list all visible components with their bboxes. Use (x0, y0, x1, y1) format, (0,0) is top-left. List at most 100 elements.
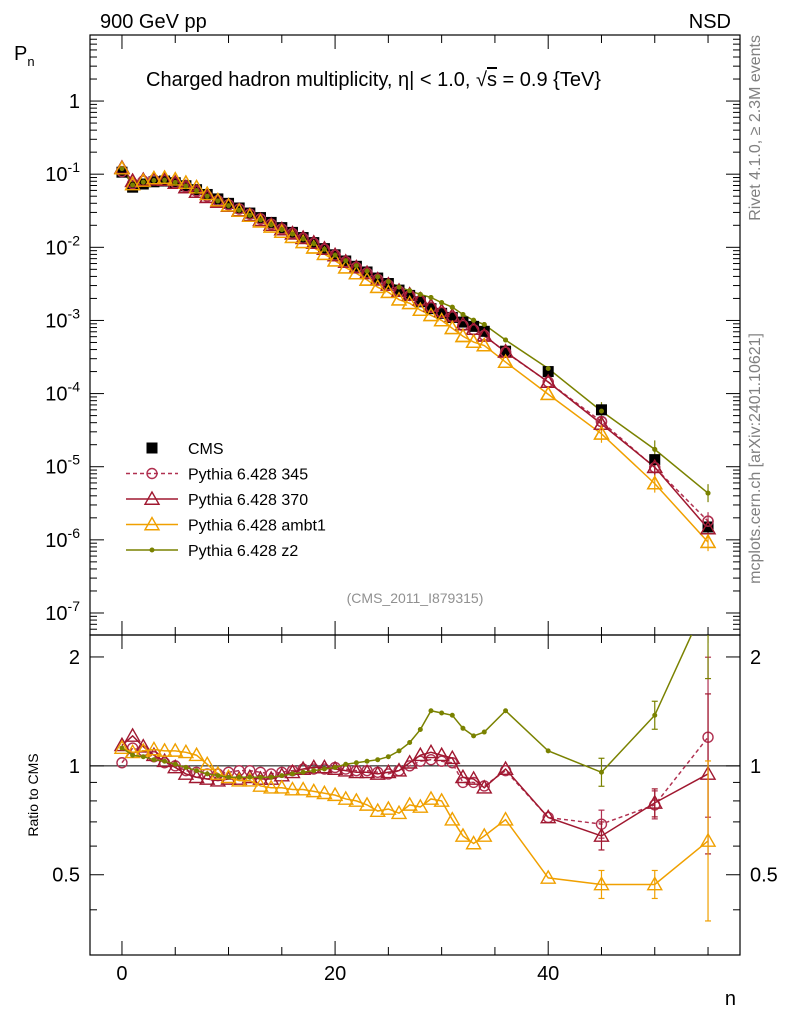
y-tick-label: 10-1 (45, 159, 80, 186)
data-point (215, 773, 221, 779)
data-point (449, 304, 455, 310)
data-point (369, 278, 386, 294)
data-point (252, 777, 269, 792)
data-point (481, 729, 487, 735)
series-3-ratio (119, 597, 712, 787)
legend-entry: CMS (146, 441, 224, 458)
data-point (539, 869, 557, 884)
legend-entry: Pythia 6.428 345 (126, 467, 308, 484)
data-point (220, 197, 237, 212)
axes-layer: 0 20 40 10-7 10-6 10-5 10-4 10-3 10-2 10-1 1 0.5 0.5… (45, 34, 778, 985)
data-point (364, 268, 370, 274)
data-point (433, 312, 450, 327)
data-point (146, 442, 158, 454)
data-point (130, 182, 136, 188)
analysis-reference: (CMS_2011_I879315) (347, 590, 484, 606)
data-point (119, 745, 125, 751)
data-point (449, 712, 455, 718)
legend-label: Pythia 6.428 z2 (188, 543, 298, 560)
data-point (284, 763, 301, 779)
data-point (412, 291, 429, 306)
series-line (121, 635, 693, 779)
data-point (119, 166, 125, 172)
legend-label: Pythia 6.428 370 (188, 492, 308, 509)
data-point (497, 343, 514, 358)
data-point (300, 769, 306, 775)
data-point (289, 231, 295, 237)
data-point (135, 172, 152, 187)
data-point (471, 317, 477, 323)
data-point (194, 768, 200, 774)
data-point (393, 284, 405, 296)
ratio-tick-label-right: 0.5 (750, 865, 778, 887)
y-tick-label: 10-6 (45, 525, 80, 552)
data-point (167, 742, 184, 757)
data-point (412, 301, 429, 317)
data-point (348, 264, 365, 280)
data-point (358, 271, 376, 286)
data-point (396, 284, 402, 290)
data-point (390, 282, 408, 298)
data-point (204, 193, 210, 199)
ratio-tick-label: 0.5 (52, 865, 80, 887)
data-point (478, 325, 490, 337)
data-point (199, 188, 216, 204)
data-point (646, 458, 663, 474)
data-point (311, 768, 317, 774)
data-point (156, 742, 173, 757)
data-point (279, 773, 285, 779)
data-point (177, 765, 195, 780)
data-point (226, 203, 232, 209)
data-point (465, 333, 482, 349)
data-point (353, 263, 359, 269)
data-point (706, 597, 710, 601)
data-point (348, 259, 365, 274)
ratio-axis-label: Ratio to CMS (25, 753, 41, 836)
data-point (460, 311, 466, 317)
data-point (337, 259, 354, 274)
data-point (539, 809, 557, 824)
data-point (183, 183, 189, 189)
data-point (145, 741, 163, 756)
data-point (481, 321, 487, 327)
data-point (428, 708, 434, 714)
data-point (699, 533, 717, 549)
data-point (545, 366, 551, 372)
data-point (343, 761, 349, 767)
data-point (348, 763, 365, 779)
data-point (476, 327, 493, 342)
data-point (284, 228, 301, 244)
data-point (390, 291, 408, 306)
data-point (433, 746, 450, 762)
legend-label: Pythia 6.428 345 (188, 467, 308, 484)
ratio-tick-label-right: 2 (750, 647, 761, 669)
data-point (247, 774, 253, 780)
data-point (252, 770, 269, 785)
data-point (337, 762, 354, 777)
x-axis-label: n (725, 988, 736, 1010)
data-point (422, 297, 440, 312)
data-point (471, 733, 477, 739)
data-point (369, 271, 386, 286)
data-point (476, 779, 493, 794)
data-point (177, 178, 195, 194)
data-point (204, 771, 210, 777)
legend-entry: Pythia 6.428 z2 (126, 543, 298, 560)
data-point (401, 294, 418, 310)
series-line (121, 734, 709, 837)
data-point (289, 771, 295, 777)
data-point (454, 768, 472, 784)
y-tick-label: 10-2 (45, 232, 80, 259)
data-point (124, 727, 141, 742)
data-point (412, 798, 429, 813)
data-point (375, 274, 381, 280)
data-point (593, 415, 610, 430)
data-point (236, 207, 242, 213)
series-layer (113, 159, 717, 922)
data-point (143, 490, 161, 505)
data-point (705, 490, 711, 496)
chart-title: Charged hadron multiplicity, η| < 1.0, √… (146, 69, 601, 91)
data-point (337, 790, 354, 805)
data-point (305, 234, 322, 249)
